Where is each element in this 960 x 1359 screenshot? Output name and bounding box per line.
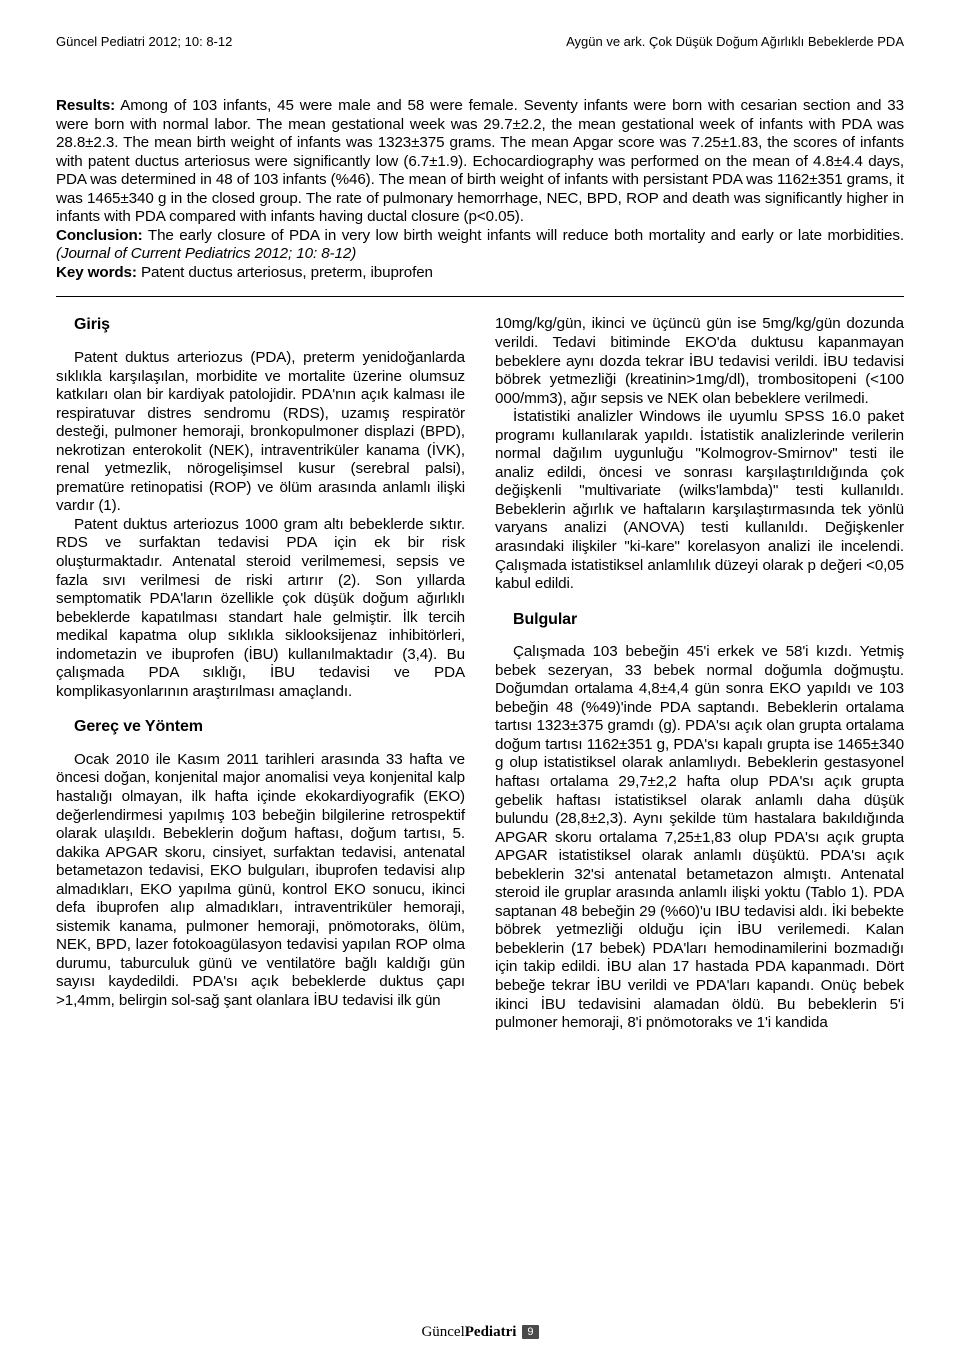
divider [56,296,904,297]
paragraph: 10mg/kg/gün, ikinci ve üçüncü gün ise 5m… [495,315,904,408]
keywords-label: Key words: [56,264,137,281]
heading-gerec: Gereç ve Yöntem [74,717,465,737]
page-number-badge: 9 [522,1325,538,1339]
paragraph: Çalışmada 103 bebeğin 45'i erkek ve 58'i… [495,643,904,1032]
heading-bulgular: Bulgular [513,610,904,630]
journal-ref: (Journal of Current Pediatrics 2012; 10:… [56,245,356,262]
footer-logo-right: Pediatri [465,1324,517,1340]
abstract-block: Results: Among of 103 infants, 45 were m… [56,97,904,282]
conclusion-text: The early closure of PDA in very low bir… [143,227,904,244]
heading-giris: Giriş [74,315,465,335]
page: Güncel Pediatri 2012; 10: 8-12 Aygün ve … [0,0,960,1359]
two-column-body: Giriş Patent duktus arteriozus (PDA), pr… [56,315,904,1032]
keywords-text: Patent ductus arteriosus, preterm, ibupr… [137,264,433,281]
paragraph: Ocak 2010 ile Kasım 2011 tarihleri arası… [56,751,465,1011]
page-footer: GüncelPediatri 9 [0,1323,960,1341]
conclusion-label: Conclusion: [56,227,143,244]
running-head: Güncel Pediatri 2012; 10: 8-12 Aygün ve … [56,34,904,49]
left-column: Giriş Patent duktus arteriozus (PDA), pr… [56,315,465,1032]
footer-logo-left: Güncel [421,1324,464,1340]
running-head-right: Aygün ve ark. Çok Düşük Doğum Ağırlıklı … [566,34,904,49]
right-column: 10mg/kg/gün, ikinci ve üçüncü gün ise 5m… [495,315,904,1032]
results-label: Results: [56,97,115,114]
results-text: Among of 103 infants, 45 were male and 5… [56,97,904,225]
paragraph: Patent duktus arteriozus (PDA), preterm … [56,349,465,516]
running-head-left: Güncel Pediatri 2012; 10: 8-12 [56,34,232,49]
paragraph: İstatistiki analizler Windows ile uyumlu… [495,408,904,593]
paragraph: Patent duktus arteriozus 1000 gram altı … [56,516,465,701]
